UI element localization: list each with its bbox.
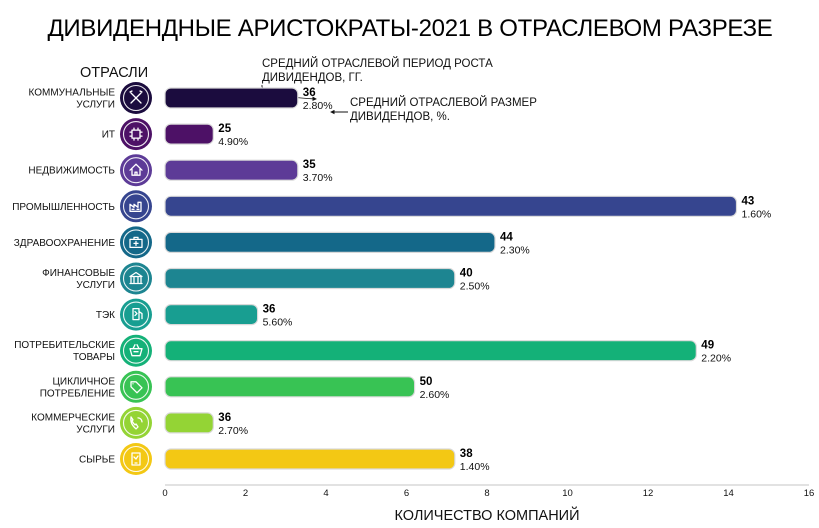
category-row: ЦИКЛИЧНОЕ ПОТРЕБЛЕНИЕ 502.60% (40, 370, 450, 403)
growth-period-label: 50 (420, 376, 433, 388)
bar (164, 231, 496, 253)
legend-dividend-size: СРЕДНИЙ ОТРАСЛЕВОЙ РАЗМЕР ДИВИДЕНДОВ, %. (350, 96, 540, 123)
growth-period-label: 49 (701, 340, 714, 352)
x-axis: 0 2 4 6 8 10 12 14 16 (162, 484, 815, 499)
x-tick-label: 0 (162, 488, 167, 499)
medical-kit-icon (120, 226, 152, 259)
dividend-size-label: 2.70% (218, 425, 248, 437)
growth-period-label: 40 (460, 268, 473, 280)
category-label: КОММУНАЛЬНЫЕ УСЛУГИ (29, 88, 116, 111)
dividend-size-label: 2.50% (460, 281, 490, 293)
category-label: ИТ (102, 130, 115, 141)
bar (164, 340, 697, 362)
category-label: ТЭК (96, 310, 115, 321)
x-tick-label: 4 (323, 488, 328, 499)
dividend-size-label: 5.60% (263, 317, 293, 329)
growth-period-label: 43 (742, 195, 755, 207)
category-label: ФИНАНСОВЫЕ УСЛУГИ (42, 268, 115, 291)
category-label: КОММЕРЧЕСКИЕ УСЛУГИ (31, 412, 115, 435)
dividend-size-label: 2.30% (500, 244, 530, 256)
chip-icon (120, 118, 152, 151)
category-row: ТЭК 365.60% (96, 298, 293, 331)
category-row: ПОТРЕБИТЕЛЬСКИЕ ТОВАРЫ 492.20% (14, 334, 731, 367)
category-label: СЫРЬЕ (79, 455, 115, 466)
growth-period-label: 44 (500, 231, 513, 243)
bar (164, 448, 456, 470)
x-tick-label: 10 (562, 488, 573, 499)
category-label: ЦИКЛИЧНОЕ ПОТРЕБЛЕНИЕ (40, 376, 116, 399)
category-row: ЗДРАВООХРАНЕНИЕ 442.30% (14, 226, 530, 259)
basket-icon (120, 334, 152, 367)
bar (164, 87, 299, 109)
legend-growth-period: СРЕДНИЙ ОТРАСЛЕВОЙ ПЕРИОД РОСТА ДИВИДЕНД… (262, 57, 496, 84)
bar (164, 376, 416, 398)
dividend-size-label: 2.80% (303, 100, 333, 112)
dividend-size-label: 4.90% (218, 136, 248, 148)
tools-icon (120, 82, 152, 114)
x-tick-label: 6 (404, 488, 409, 499)
category-label: ЗДРАВООХРАНЕНИЕ (14, 238, 116, 249)
growth-period-label: 35 (303, 159, 316, 171)
bank-icon (120, 262, 152, 295)
bar (164, 123, 214, 145)
dividend-size-label: 2.20% (701, 353, 731, 365)
chart-title: ДИВИДЕНДНЫЕ АРИСТОКРАТЫ-2021 В ОТРАСЛЕВО… (47, 15, 772, 42)
category-row: ИТ 254.90% (102, 118, 248, 151)
category-label: ПРОМЫШЛЕННОСТЬ (12, 202, 115, 213)
dividend-size-label: 3.70% (303, 172, 333, 184)
x-axis-title: КОЛИЧЕСТВО КОМПАНИЙ (394, 506, 579, 524)
bar (164, 304, 259, 326)
growth-period-label: 36 (303, 87, 316, 99)
factory-icon (120, 190, 152, 223)
x-tick-label: 8 (484, 488, 489, 499)
category-label: НЕДВИЖИМОСТЬ (28, 166, 115, 177)
category-label: ПОТРЕБИТЕЛЬСКИЕ ТОВАРЫ (14, 340, 115, 363)
growth-period-label: 25 (218, 123, 231, 135)
category-row: ПРОМЫШЛЕННОСТЬ 431.60% (12, 190, 772, 223)
dividend-size-label: 1.40% (460, 461, 490, 473)
growth-period-label: 38 (460, 448, 473, 460)
dividend-size-label: 2.60% (420, 389, 450, 401)
x-tick-label: 14 (723, 488, 734, 499)
category-row: ФИНАНСОВЫЕ УСЛУГИ 402.50% (42, 262, 490, 295)
category-row: КОММЕРЧЕСКИЕ УСЛУГИ 362.70% (31, 406, 248, 439)
y-axis-title: ОТРАСЛИ (80, 65, 148, 81)
bar (164, 159, 299, 181)
dividend-size-label: 1.60% (742, 208, 772, 220)
growth-period-label: 36 (218, 412, 231, 424)
bar (164, 195, 738, 217)
x-tick-label: 16 (804, 488, 815, 499)
tag-icon (120, 370, 152, 403)
house-icon (120, 154, 152, 187)
x-tick-label: 12 (643, 488, 654, 499)
bar (164, 412, 214, 434)
x-tick-label: 2 (243, 488, 248, 499)
category-row: СЫРЬЕ 381.40% (79, 443, 490, 475)
category-row: НЕДВИЖИМОСТЬ 353.70% (28, 154, 333, 187)
growth-period-label: 36 (263, 304, 276, 316)
fuel-icon (120, 298, 152, 331)
phone-device-icon (120, 443, 152, 475)
phone-icon (120, 406, 152, 439)
category-row: КОММУНАЛЬНЫЕ УСЛУГИ 362.80% (29, 82, 333, 114)
bar (164, 267, 456, 290)
